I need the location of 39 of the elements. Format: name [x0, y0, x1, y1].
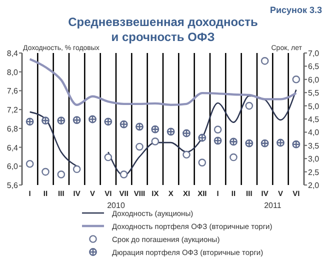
- text: Рисунок 3.3: [270, 5, 322, 15]
- y-tick-label: 6,4: [6, 143, 19, 152]
- y2-tick-label: 2,5: [308, 168, 320, 177]
- point: [120, 170, 128, 178]
- point: [230, 153, 238, 162]
- point: [57, 170, 66, 178]
- point: [214, 126, 222, 134]
- text: 2011: [264, 201, 282, 210]
- y-tick-label: 5,6: [6, 181, 19, 190]
- point: [151, 138, 160, 146]
- chart-title: Средневзвешенная доходность и срочность ОФЗ: [68, 15, 258, 44]
- y-tick-label: 8,0: [6, 68, 19, 77]
- point: [292, 76, 300, 84]
- y-tick-label: 6,8: [6, 124, 19, 134]
- y2-tick-label: 7,0: [308, 49, 320, 58]
- point: [72, 165, 81, 174]
- point: [198, 158, 206, 166]
- point: [260, 57, 269, 65]
- y-tick-label: 6,0: [6, 162, 19, 172]
- y2-tick-label: 3,0: [308, 154, 320, 164]
- text: 2010: [107, 201, 126, 210]
- y2-tick-label: 3,5: [308, 141, 320, 150]
- point: [104, 153, 112, 162]
- y-tick-label: 8,4: [6, 49, 19, 58]
- line-series: [28, 58, 298, 106]
- point: [245, 102, 254, 110]
- point: [182, 150, 190, 159]
- y2-tick-label: 4,0: [308, 128, 320, 138]
- point: [42, 168, 50, 176]
- y2-tick-label: 5,0: [308, 102, 320, 111]
- y2-tick-label: 4,5: [308, 115, 320, 124]
- point: [26, 160, 34, 168]
- y2-tick-label: 6,5: [308, 62, 320, 72]
- y-tick-label: 7,2: [6, 106, 19, 115]
- y2-tick-label: 2,0: [308, 181, 320, 190]
- y-tick-label: 7,6: [6, 86, 19, 96]
- y2-tick-label: 5,5: [308, 88, 320, 98]
- point: [136, 142, 144, 151]
- y2-tick-label: 6,0: [308, 75, 320, 84]
